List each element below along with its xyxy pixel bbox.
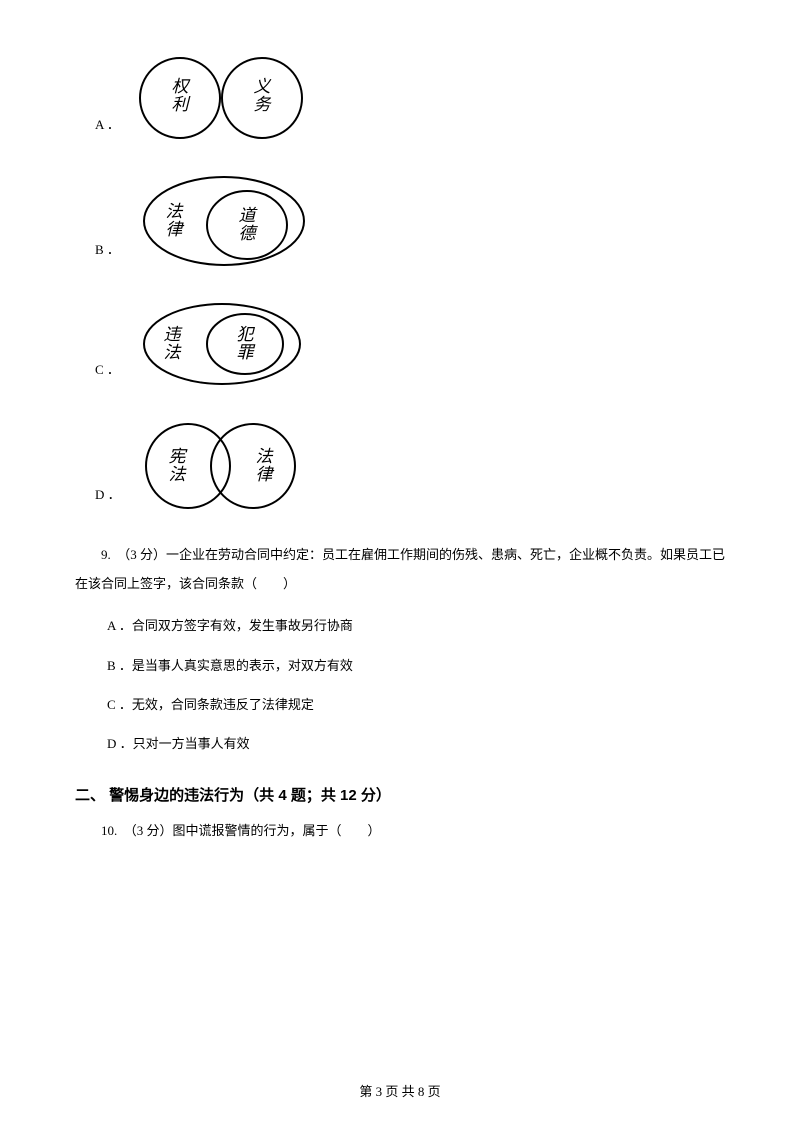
option-c-row: C ． 违法 犯罪 bbox=[75, 296, 725, 396]
svg-text:律: 律 bbox=[165, 220, 184, 239]
svg-text:权: 权 bbox=[171, 77, 191, 96]
option-d-letter: D ． bbox=[75, 484, 121, 521]
venn-b-icon: 法律 道德 bbox=[132, 171, 317, 271]
venn-a-icon: 权利 义务 bbox=[132, 50, 307, 146]
q9-text: 9. （3 分）一企业在劳动合同中约定：员工在雇佣工作期间的伤残、患病、死亡，企… bbox=[75, 541, 725, 598]
q9-option-a: A ．合同双方签字有效，发生事故另行协商 bbox=[75, 614, 725, 637]
svg-text:宪: 宪 bbox=[168, 447, 188, 466]
q9-option-d: D ．只对一方当事人有效 bbox=[75, 732, 725, 755]
svg-text:道: 道 bbox=[238, 206, 258, 225]
option-a-letter: A ． bbox=[75, 114, 120, 151]
section-2-header: 二、 警惕身边的违法行为（共 4 题；共 12 分） bbox=[75, 784, 725, 805]
svg-text:义: 义 bbox=[253, 77, 271, 96]
svg-text:德: 德 bbox=[238, 224, 258, 243]
svg-text:违: 违 bbox=[163, 325, 183, 344]
option-a-diagram: 权利 义务 bbox=[132, 50, 307, 151]
page-footer: 第 3 页 共 8 页 bbox=[0, 1081, 800, 1100]
option-c-letter: C ． bbox=[75, 359, 120, 396]
svg-text:法: 法 bbox=[165, 202, 184, 221]
option-b-letter: B ． bbox=[75, 239, 120, 276]
svg-text:律: 律 bbox=[255, 465, 274, 484]
option-b-diagram: 法律 道德 bbox=[132, 171, 317, 276]
venn-d-icon: 宪法法律 bbox=[133, 416, 308, 516]
svg-text:法: 法 bbox=[255, 447, 274, 466]
svg-text:犯: 犯 bbox=[236, 325, 255, 344]
q10-text: 10. （3 分）图中谎报警情的行为，属于（ ） bbox=[75, 817, 725, 846]
option-a-row: A ． 权利 义务 bbox=[75, 50, 725, 151]
svg-text:罪: 罪 bbox=[236, 343, 255, 362]
svg-text:法: 法 bbox=[163, 343, 182, 362]
option-d-diagram: 宪法法律 bbox=[133, 416, 308, 521]
svg-text:法: 法 bbox=[168, 465, 187, 484]
option-d-row: D ． 宪法法律 bbox=[75, 416, 725, 521]
option-b-row: B ． 法律 道德 bbox=[75, 171, 725, 276]
svg-text:务: 务 bbox=[253, 95, 272, 114]
option-c-diagram: 违法 犯罪 bbox=[132, 296, 317, 396]
venn-c-icon: 违法 犯罪 bbox=[132, 296, 317, 391]
q9-option-b: B ．是当事人真实意思的表示，对双方有效 bbox=[75, 654, 725, 677]
q9-option-c: C ．无效，合同条款违反了法律规定 bbox=[75, 693, 725, 716]
svg-text:利: 利 bbox=[171, 95, 191, 114]
